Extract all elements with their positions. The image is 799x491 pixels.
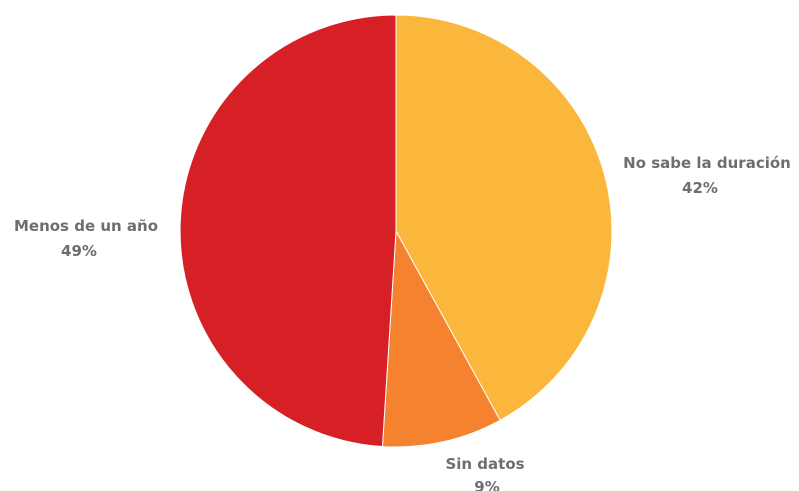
value-menos-de-un-ano: 49% [61,242,97,260]
label-sin-datos: Sin datos [445,455,524,473]
slice-no-sabe [395,14,613,421]
label-no-sabe: No sabe la duración [623,154,791,172]
slice-menos-de-un-ano [179,14,397,448]
slice-sin-datos [381,229,501,448]
value-no-sabe: 42% [682,179,718,197]
label-menos-de-un-ano: Menos de un año [14,217,158,235]
pie-slices [179,14,613,448]
pie-labels: No sabe la duración 42% Sin datos 9% Men… [14,154,791,491]
value-sin-datos: 9% [474,478,499,491]
